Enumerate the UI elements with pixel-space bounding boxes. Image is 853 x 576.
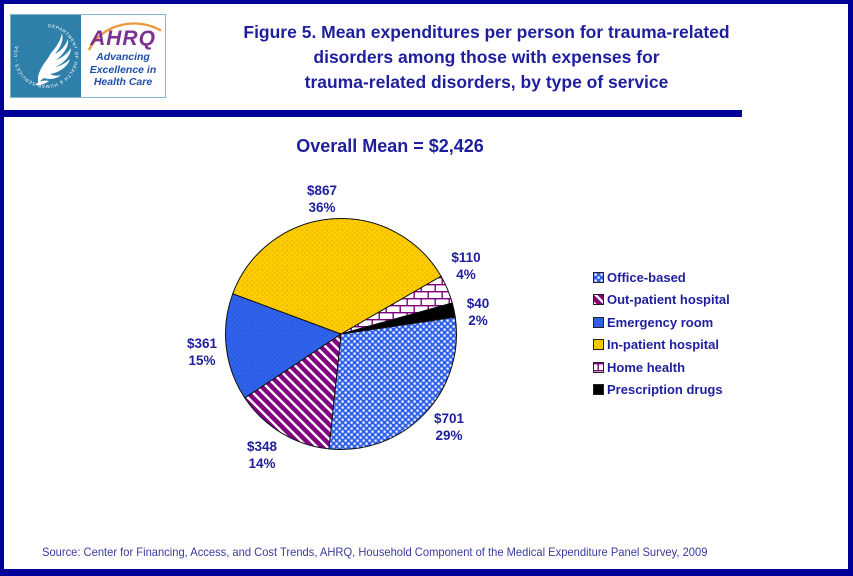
pie-label-out-patient-hospital: $348 14% <box>247 439 277 472</box>
figure-title-line3: trauma-related disorders, by type of ser… <box>304 72 669 92</box>
pie-label-percent: 36% <box>308 199 336 215</box>
legend-label: Out-patient hospital <box>607 292 730 308</box>
legend-label: Office-based <box>607 269 686 285</box>
legend-item-in-patient-hospital: In-patient hospital <box>593 334 730 357</box>
hhs-eagle-icon: DEPARTMENT OF HEALTH & HUMAN SERVICES - … <box>13 23 79 89</box>
pie-label-value: $701 <box>433 411 465 426</box>
figure-title: Figure 5. Mean expenditures per person f… <box>165 20 808 95</box>
legend-swatch-office-based-icon <box>593 271 604 283</box>
legend-swatch-emergency-room-icon <box>593 316 604 328</box>
ahrq-tagline: Advancing Excellence in Health Care <box>89 51 157 88</box>
pie-label-in-patient-hospital: $867 36% <box>307 183 337 216</box>
header-divider-bar <box>4 110 742 117</box>
legend-swatch-prescription-drugs-icon <box>593 384 604 396</box>
pie-chart-svg <box>225 217 457 450</box>
legend-item-prescription-drugs: Prescription drugs <box>593 379 730 402</box>
source-note: Source: Center for Financing, Access, an… <box>42 545 708 559</box>
legend-label: Home health <box>607 359 686 375</box>
pie-label-value: $361 <box>186 336 218 351</box>
pie-label-value: $40 <box>466 296 490 311</box>
legend-label: Emergency room <box>607 314 714 330</box>
pie-slice-in-patient-hospital <box>232 217 442 335</box>
svg-text:DEPARTMENT OF HEALTH & HUMAN S: DEPARTMENT OF HEALTH & HUMAN SERVICES - … <box>13 23 79 89</box>
pie-label-emergency-room: $361 15% <box>187 336 217 369</box>
legend-swatch-home-health-icon <box>593 361 604 373</box>
pie-label-value: $867 <box>306 183 338 198</box>
legend-swatch-out-patient-hospital-icon <box>593 294 604 306</box>
legend-item-office-based: Office-based <box>593 266 730 289</box>
legend-label: Prescription drugs <box>607 382 723 398</box>
hhs-seal: DEPARTMENT OF HEALTH & HUMAN SERVICES - … <box>11 15 81 97</box>
pie-label-percent: 2% <box>468 312 488 328</box>
figure-title-line2: disorders among those with expenses for <box>313 47 660 67</box>
chart-legend: Office-based Out-patient hospital Emergenc… <box>593 266 730 401</box>
ahrq-acronym: AHRQ <box>90 27 156 50</box>
pie-slice-prescription-drugs <box>340 302 456 335</box>
legend-item-emergency-room: Emergency room <box>593 311 730 334</box>
overall-mean-label: Overall Mean = $2,426 <box>296 136 484 156</box>
pie-label-prescription-drugs: $40 2% <box>467 296 490 329</box>
legend-swatch-in-patient-hospital-icon <box>593 339 604 351</box>
pie-slice-office-based <box>328 316 457 450</box>
pie-label-home-health: $110 4% <box>451 250 480 283</box>
header: DEPARTMENT OF HEALTH & HUMAN SERVICES - … <box>4 4 848 110</box>
pie-chart <box>221 214 461 454</box>
pie-label-office-based: $701 29% <box>434 411 464 444</box>
ahrq-wordmark: AHRQ Advancing Excellence in Health Care <box>81 15 165 97</box>
legend-item-out-patient-hospital: Out-patient hospital <box>593 289 730 312</box>
pie-slice-emergency-room <box>225 293 343 399</box>
pie-label-value: $110 <box>451 250 481 265</box>
pie-label-value: $348 <box>246 439 278 454</box>
pie-slice-out-patient-hospital <box>244 332 342 450</box>
figure-title-line1: Figure 5. Mean expenditures per person f… <box>243 22 730 42</box>
legend-item-home-health: Home health <box>593 356 730 379</box>
pie-label-percent: 15% <box>188 352 216 368</box>
pie-label-percent: 14% <box>248 455 276 471</box>
ahrq-hhs-logo: DEPARTMENT OF HEALTH & HUMAN SERVICES - … <box>10 14 166 98</box>
ahrq-arc-icon <box>87 22 162 51</box>
pie-label-percent: 4% <box>456 266 476 282</box>
pie-label-percent: 29% <box>435 427 463 443</box>
legend-label: In-patient hospital <box>607 337 719 353</box>
